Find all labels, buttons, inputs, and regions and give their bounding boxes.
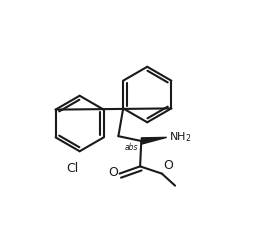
Text: abs: abs [125, 143, 138, 152]
Text: O: O [109, 166, 118, 179]
Text: Cl: Cl [66, 162, 78, 175]
Text: O: O [163, 159, 173, 172]
Text: NH$_2$: NH$_2$ [169, 130, 191, 144]
Polygon shape [141, 137, 167, 144]
